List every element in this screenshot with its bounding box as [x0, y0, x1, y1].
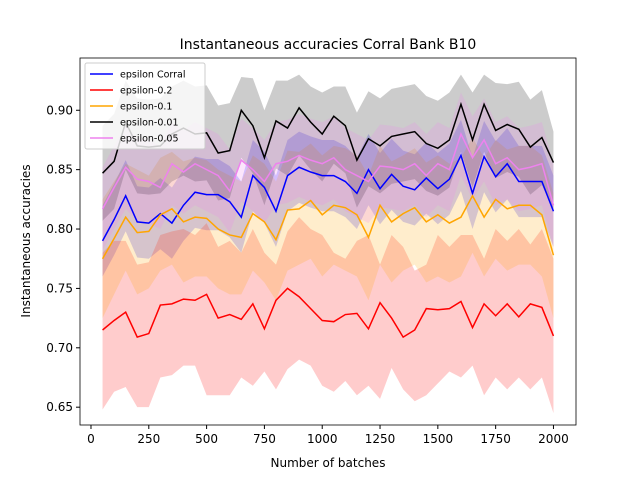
x-tick-label: 250	[137, 432, 160, 446]
x-tick-label: 2000	[538, 432, 569, 446]
legend-label: epsilon-0.05	[120, 134, 179, 145]
confidence-band	[102, 217, 554, 414]
x-tick-label: 500	[195, 432, 218, 446]
y-tick-label: 0.85	[46, 163, 73, 177]
y-tick-label: 0.70	[46, 341, 73, 355]
x-tick-label: 1250	[365, 432, 396, 446]
series-line	[101, 194, 555, 260]
series-line	[101, 153, 555, 242]
confidence-band	[102, 74, 554, 221]
x-tick-label: 0	[87, 432, 95, 446]
legend-label: epsilon Corral	[120, 70, 186, 81]
legend-box	[84, 62, 206, 150]
x-tick-label: 1500	[423, 432, 454, 446]
y-axis-label: Instantaneous accuracies	[19, 164, 33, 317]
y-tick-label: 0.90	[46, 103, 73, 117]
x-tick-label: 750	[253, 432, 276, 446]
y-tick-label: 0.80	[46, 222, 73, 236]
series-line	[101, 132, 555, 210]
confidence-band	[102, 92, 554, 251]
series-line	[102, 287, 555, 339]
plot	[101, 74, 555, 414]
y-tick-label: 0.65	[46, 400, 73, 414]
confidence-band	[102, 137, 554, 319]
chart-title: Instantaneous accuracies Corral Bank B10	[180, 37, 477, 53]
legend-label: epsilon-0.1	[120, 102, 172, 113]
legend-label: epsilon-0.2	[120, 86, 172, 97]
x-tick-label: 1000	[307, 432, 338, 446]
confidence-band	[102, 119, 554, 277]
legend-label: epsilon-0.01	[120, 118, 179, 129]
plot-frame	[79, 57, 577, 426]
x-axis-label: Number of batches	[271, 456, 386, 470]
y-tick-label: 0.75	[46, 281, 73, 295]
x-tick-label: 1750	[480, 432, 511, 446]
